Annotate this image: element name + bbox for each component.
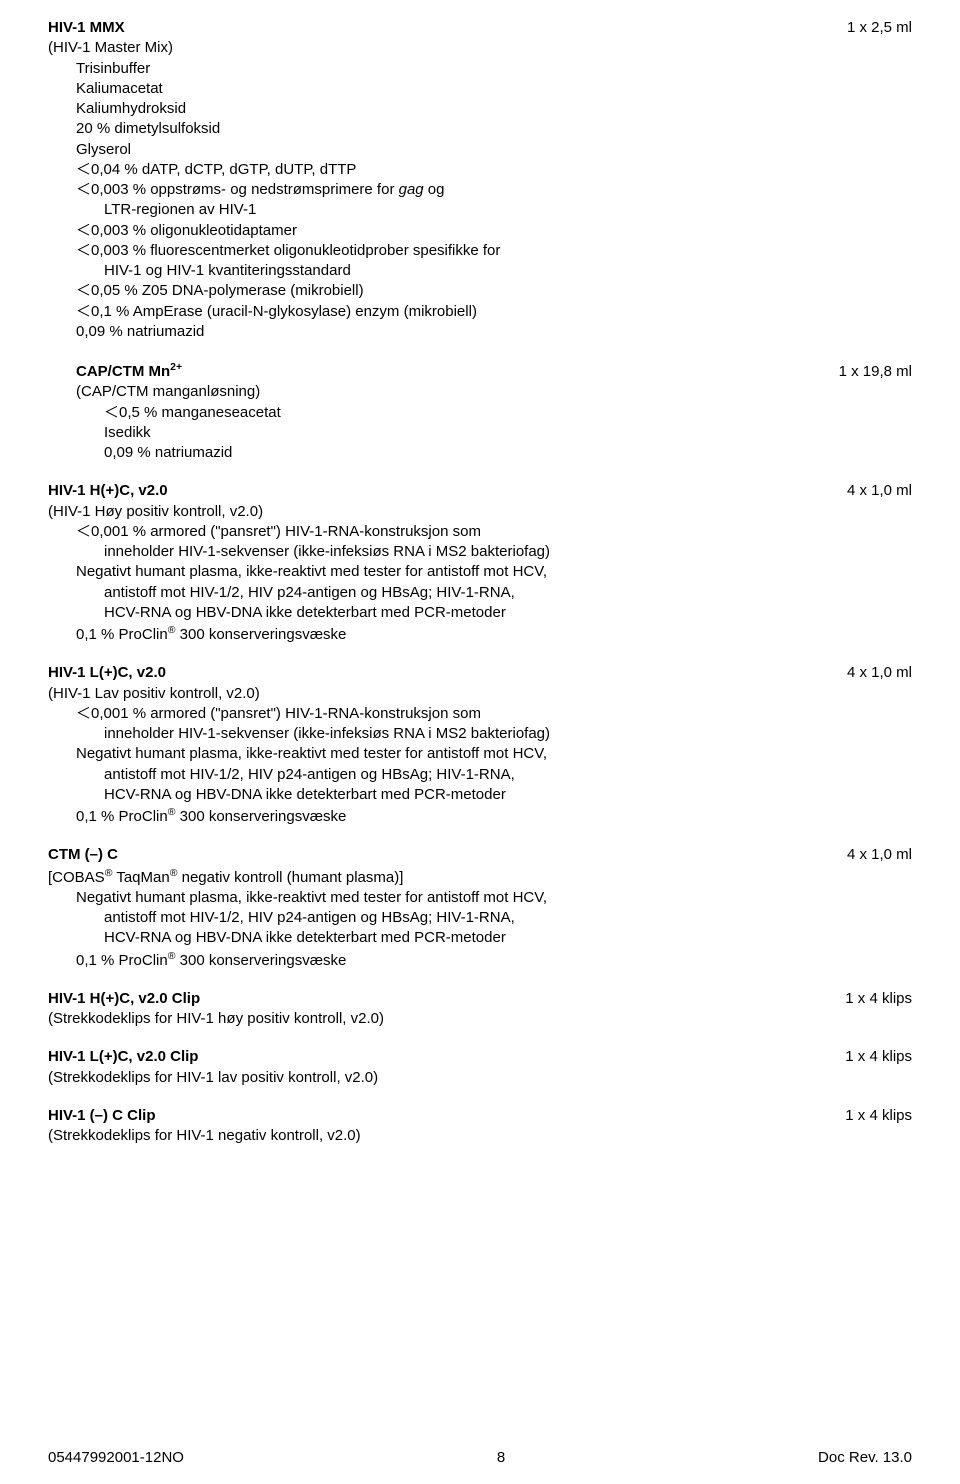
section-line: (CAP/CTM manganløsning)	[48, 382, 912, 402]
section-title: HIV-1 L(+)C, v2.0 Clip	[48, 1047, 198, 1067]
reagent-section: HIV-1 H(+)C, v2.0 4 x 1,0 ml(HIV-1 Høy po…	[48, 481, 912, 645]
section-line: ＜0,05 % Z05 DNA-polymerase (mikrobiell)	[48, 281, 912, 301]
section-amount: 1 x 4 klips	[825, 1047, 912, 1067]
reagent-section: HIV-1 (–) C Clip 1 x 4 klips(Strekkodekli…	[48, 1106, 912, 1147]
page-footer: 05447992001-12NO 8 Doc Rev. 13.0	[48, 1448, 912, 1468]
section-line: (Strekkodeklips for HIV-1 høy positiv ko…	[48, 1009, 912, 1029]
content-body: HIV-1 MMX 1 x 2,5 ml(HIV-1 Master Mix)Tri…	[48, 18, 912, 1146]
document-page: HIV-1 MMX 1 x 2,5 ml(HIV-1 Master Mix)Tri…	[0, 0, 960, 1484]
section-title: HIV-1 L(+)C, v2.0	[48, 663, 166, 683]
section-header: HIV-1 (–) C Clip 1 x 4 klips	[48, 1106, 912, 1126]
section-line: [COBAS® TaqMan® negativ kontroll (humant…	[48, 866, 912, 888]
section-amount: 1 x 4 klips	[825, 989, 912, 1009]
reagent-section: HIV-1 L(+)C, v2.0 4 x 1,0 ml(HIV-1 Lav po…	[48, 663, 912, 827]
section-line: 0,1 % ProClin® 300 konserveringsvæske	[48, 949, 912, 971]
section-line: inneholder HIV-1-sekvenser (ikke-infeksi…	[48, 724, 912, 744]
section-line: antistoff mot HIV-1/2, HIV p24-antigen o…	[48, 908, 912, 928]
section-title: CTM (–) C	[48, 845, 118, 865]
section-title: HIV-1 H(+)C, v2.0 Clip	[48, 989, 200, 1009]
section-line: ＜0,003 % oppstrøms- og nedstrømsprimere …	[48, 180, 912, 200]
section-amount: 4 x 1,0 ml	[827, 663, 912, 683]
section-line: (HIV-1 Master Mix)	[48, 38, 912, 58]
section-line: ＜0,1 % AmpErase (uracil-N-glykosylase) e…	[48, 302, 912, 322]
section-line: ＜0,003 % oligonukleotidaptamer	[48, 221, 912, 241]
section-line: 0,09 % natriumazid	[48, 322, 912, 342]
section-line: (HIV-1 Lav positiv kontroll, v2.0)	[48, 684, 912, 704]
reagent-section: CTM (–) C 4 x 1,0 ml[COBAS® TaqMan® negat…	[48, 845, 912, 971]
section-title: HIV-1 H(+)C, v2.0	[48, 481, 168, 501]
section-line: ＜0,001 % armored ("pansret") HIV-1-RNA-k…	[48, 522, 912, 542]
section-line: Glyserol	[48, 140, 912, 160]
section-line: ＜0,001 % armored ("pansret") HIV-1-RNA-k…	[48, 704, 912, 724]
section-line: HIV-1 og HIV-1 kvantiteringsstandard	[48, 261, 912, 281]
section-line: HCV-RNA og HBV-DNA ikke detekterbart med…	[48, 785, 912, 805]
section-line: ＜0,5 % manganeseacetat	[48, 403, 912, 423]
section-amount: 4 x 1,0 ml	[827, 845, 912, 865]
section-line: Kaliumacetat	[48, 79, 912, 99]
section-amount: 1 x 19,8 ml	[819, 362, 912, 382]
reagent-section: CAP/CTM Mn2+ 1 x 19,8 ml(CAP/CTM manganlø…	[48, 360, 912, 463]
section-header: HIV-1 L(+)C, v2.0 4 x 1,0 ml	[48, 663, 912, 683]
reagent-section: HIV-1 L(+)C, v2.0 Clip 1 x 4 klips(Strekk…	[48, 1047, 912, 1088]
section-header: CTM (–) C 4 x 1,0 ml	[48, 845, 912, 865]
section-header: CAP/CTM Mn2+ 1 x 19,8 ml	[48, 360, 912, 382]
section-header: HIV-1 MMX 1 x 2,5 ml	[48, 18, 912, 38]
section-line: HCV-RNA og HBV-DNA ikke detekterbart med…	[48, 928, 912, 948]
section-title: HIV-1 (–) C Clip	[48, 1106, 156, 1126]
section-line: antistoff mot HIV-1/2, HIV p24-antigen o…	[48, 765, 912, 785]
section-amount: 1 x 2,5 ml	[827, 18, 912, 38]
section-line: (HIV-1 Høy positiv kontroll, v2.0)	[48, 502, 912, 522]
reagent-section: HIV-1 MMX 1 x 2,5 ml(HIV-1 Master Mix)Tri…	[48, 18, 912, 342]
section-line: inneholder HIV-1-sekvenser (ikke-infeksi…	[48, 542, 912, 562]
section-line: ＜0,003 % fluorescentmerket oligonukleoti…	[48, 241, 912, 261]
section-amount: 4 x 1,0 ml	[827, 481, 912, 501]
section-line: 20 % dimetylsulfoksid	[48, 119, 912, 139]
section-line: (Strekkodeklips for HIV-1 negativ kontro…	[48, 1126, 912, 1146]
section-line: Negativt humant plasma, ikke-reaktivt me…	[48, 888, 912, 908]
section-line: 0,09 % natriumazid	[48, 443, 912, 463]
section-line: antistoff mot HIV-1/2, HIV p24-antigen o…	[48, 583, 912, 603]
section-line: ＜0,04 % dATP, dCTP, dGTP, dUTP, dTTP	[48, 160, 912, 180]
section-line: Isedikk	[48, 423, 912, 443]
section-header: HIV-1 L(+)C, v2.0 Clip 1 x 4 klips	[48, 1047, 912, 1067]
section-line: Negativt humant plasma, ikke-reaktivt me…	[48, 744, 912, 764]
section-line: (Strekkodeklips for HIV-1 lav positiv ko…	[48, 1068, 912, 1088]
section-title: HIV-1 MMX	[48, 18, 125, 38]
section-header: HIV-1 H(+)C, v2.0 Clip 1 x 4 klips	[48, 989, 912, 1009]
section-title: CAP/CTM Mn2+	[48, 360, 182, 382]
reagent-section: HIV-1 H(+)C, v2.0 Clip 1 x 4 klips(Strekk…	[48, 989, 912, 1030]
section-line: 0,1 % ProClin® 300 konserveringsvæske	[48, 623, 912, 645]
section-line: Kaliumhydroksid	[48, 99, 912, 119]
section-line: Trisinbuffer	[48, 59, 912, 79]
footer-doc-rev: Doc Rev. 13.0	[818, 1448, 912, 1468]
section-line: Negativt humant plasma, ikke-reaktivt me…	[48, 562, 912, 582]
section-header: HIV-1 H(+)C, v2.0 4 x 1,0 ml	[48, 481, 912, 501]
section-amount: 1 x 4 klips	[825, 1106, 912, 1126]
footer-page-number: 8	[497, 1448, 505, 1468]
section-line: HCV-RNA og HBV-DNA ikke detekterbart med…	[48, 603, 912, 623]
section-line: LTR-regionen av HIV-1	[48, 200, 912, 220]
footer-doc-id: 05447992001-12NO	[48, 1448, 184, 1468]
section-line: 0,1 % ProClin® 300 konserveringsvæske	[48, 805, 912, 827]
